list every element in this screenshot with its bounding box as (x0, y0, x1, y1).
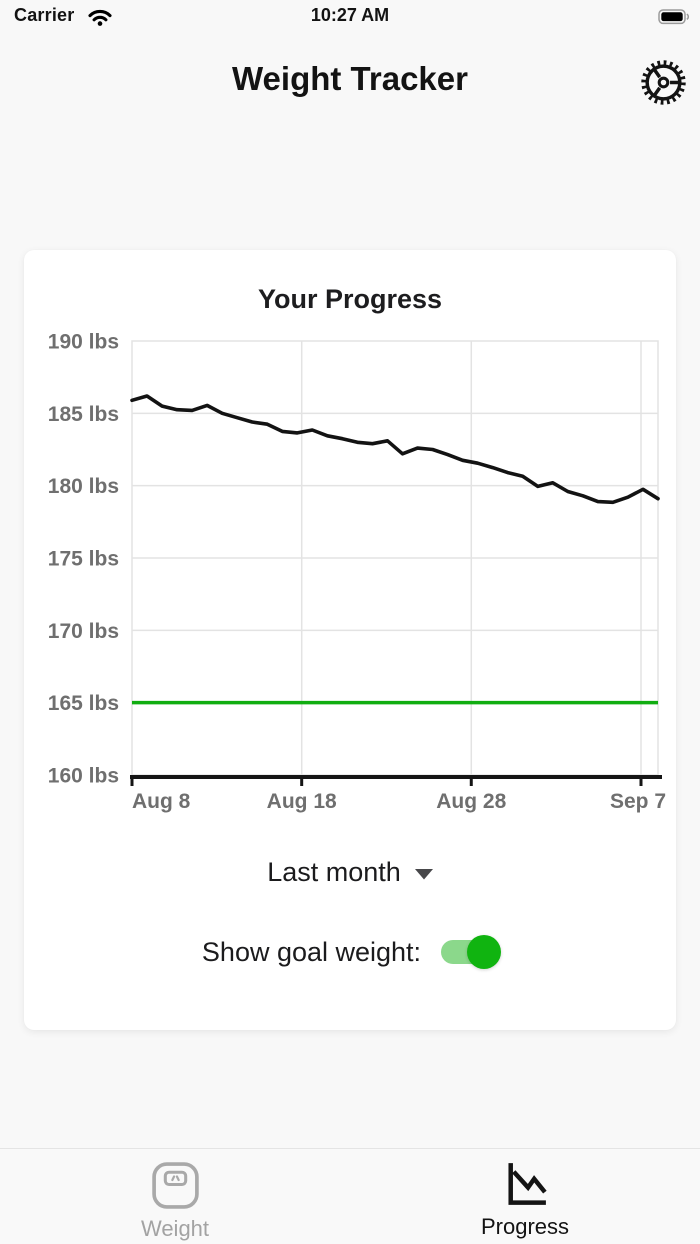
y-tick-label: 190 lbs (48, 331, 119, 354)
settings-button[interactable] (637, 56, 689, 108)
tab-label: Progress (480, 1214, 570, 1239)
tab-bar: Weight Progress (0, 1148, 700, 1244)
battery-icon (658, 9, 689, 25)
x-tick-label: Aug 18 (267, 790, 337, 813)
x-tick-label: Aug 8 (132, 790, 191, 813)
carrier-label: Carrier (14, 5, 75, 25)
goal-toggle-label: Show goal weight: (201, 936, 422, 967)
page-title: Weight Tracker (232, 60, 468, 97)
goal-toggle-switch[interactable] (441, 935, 502, 969)
y-tick-label: 185 lbs (48, 403, 119, 426)
tab-progress[interactable]: Progress (350, 1149, 700, 1244)
progress-chart: 190 lbs 185 lbs 180 lbs 175 lbs 170 lbs 165 l… (48, 331, 666, 814)
y-tick-label: 160 lbs (48, 765, 119, 788)
wifi-icon (88, 9, 112, 26)
tab-label: Weight (140, 1216, 210, 1241)
x-tick-label: Aug 28 (436, 790, 506, 813)
status-bar: Carrier 10:27 AM (0, 0, 700, 34)
range-selector-value: Last month (267, 856, 401, 887)
weight-line (130, 394, 660, 505)
y-tick-label: 175 lbs (48, 548, 119, 571)
progress-chart-icon (507, 1163, 547, 1205)
chart-title: Your Progress (257, 284, 443, 314)
range-selector[interactable]: Last month (24, 854, 676, 890)
weight-scale-icon (151, 1162, 199, 1209)
progress-card: Your Progress 190 lbs 185 lbs 180 lbs 175 l… (24, 250, 676, 1030)
y-tick-label: 165 lbs (48, 692, 119, 715)
tab-weight[interactable]: Weight (0, 1149, 350, 1244)
y-tick-label: 170 lbs (48, 620, 119, 643)
chevron-down-icon (414, 869, 433, 880)
goal-toggle-row: Show goal weight: (24, 930, 676, 974)
toggle-knob (467, 935, 502, 969)
x-tick-label: Sep 7 (610, 790, 666, 813)
y-tick-label: 180 lbs (48, 475, 119, 498)
gear-icon (640, 59, 686, 105)
clock: 10:27 AM (310, 5, 390, 25)
